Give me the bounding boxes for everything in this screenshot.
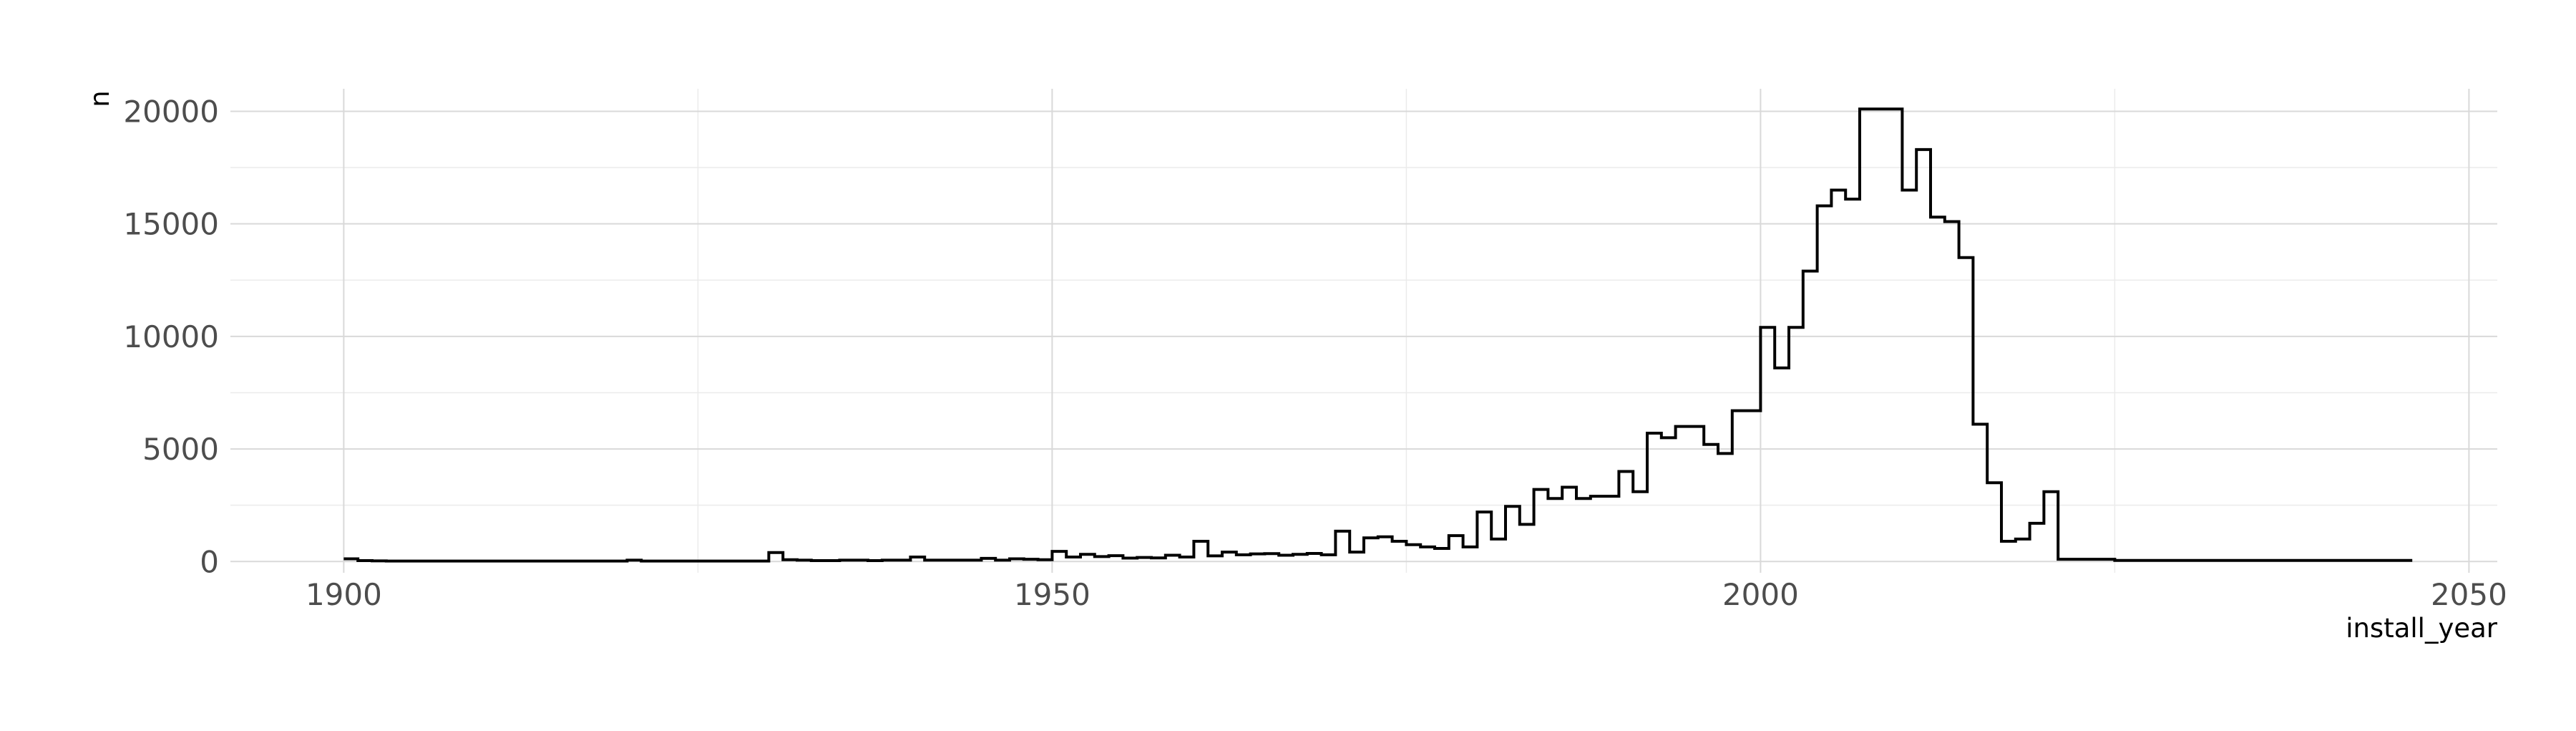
y-tick-label: 20000	[123, 94, 219, 129]
y-tick-label: 0	[200, 544, 219, 579]
x-axis-title: install_year	[2346, 613, 2498, 644]
y-axis-title: n	[84, 90, 115, 107]
x-tick-label: 2050	[2431, 577, 2507, 612]
series-layer	[343, 107, 2413, 563]
y-tick-label: 5000	[142, 432, 219, 467]
x-tick-label: 2000	[1722, 577, 1799, 612]
x-tick-label: 1900	[306, 577, 382, 612]
x-tick-label: 1950	[1014, 577, 1091, 612]
y-tick-label: 10000	[123, 319, 219, 354]
grid	[230, 89, 2497, 573]
y-tick-label: 15000	[123, 207, 219, 242]
x-tick-labels: 1900 1950 2000 2050	[306, 577, 2507, 612]
series-step-line	[343, 107, 2413, 563]
y-tick-labels: 0 5000 10000 15000 20000	[123, 94, 219, 579]
